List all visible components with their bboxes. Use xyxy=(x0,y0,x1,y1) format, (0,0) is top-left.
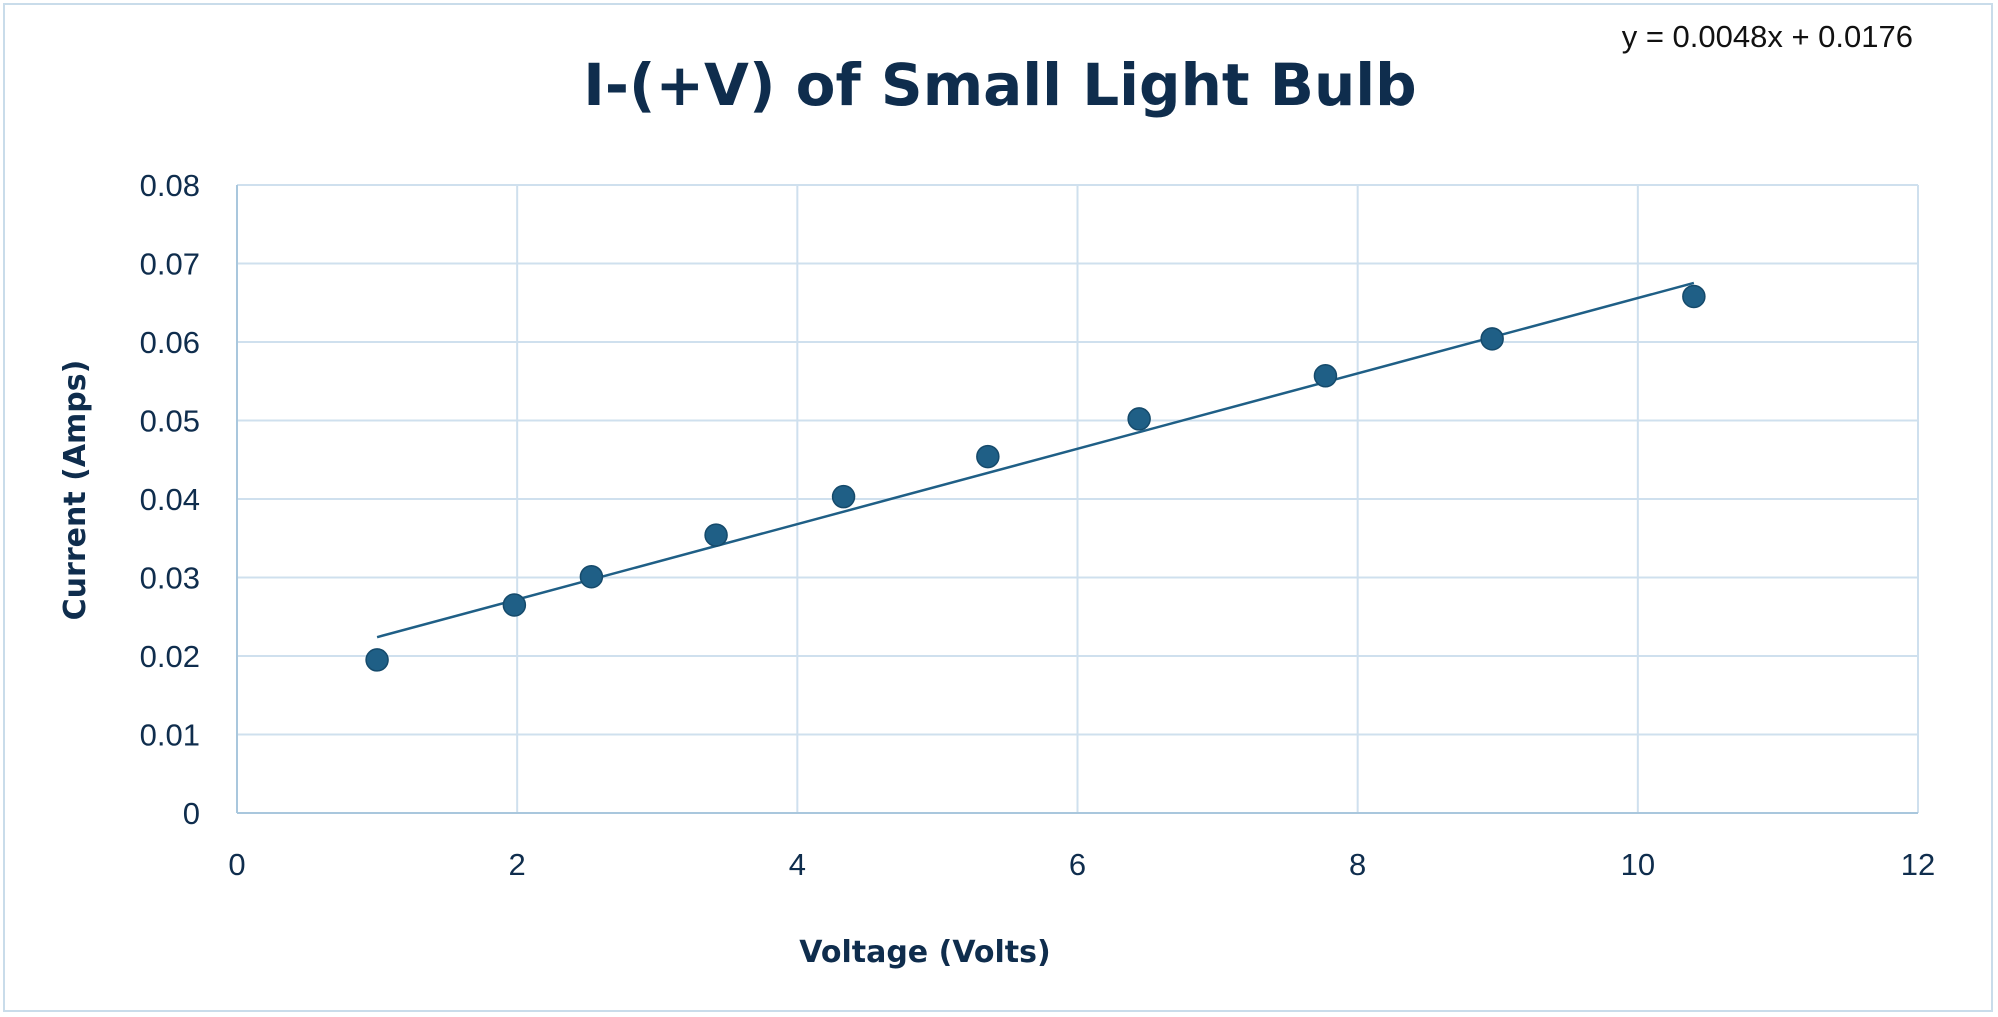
data-point xyxy=(1127,407,1151,431)
x-tick-label: 2 xyxy=(509,847,526,882)
x-tick-labels: 0 2 4 6 8 10 12 xyxy=(228,847,1935,882)
x-tick-label: 8 xyxy=(1349,847,1366,882)
data-point xyxy=(502,593,527,617)
y-tick-label: 0 xyxy=(183,796,200,831)
x-axis-label: Voltage (Volts) xyxy=(799,935,1050,970)
x-tick-label: 10 xyxy=(1621,847,1655,882)
y-tick-label: 0.08 xyxy=(140,168,200,203)
x-tick-label: 6 xyxy=(1069,847,1086,882)
data-point xyxy=(976,444,1000,469)
data-point xyxy=(704,523,728,547)
grid-lines xyxy=(237,184,1919,813)
data-point xyxy=(579,564,604,589)
y-tick-label: 0.03 xyxy=(140,561,200,596)
trendline-equation: y = 0.0048x + 0.0176 xyxy=(1622,19,1913,54)
axes xyxy=(236,185,1918,814)
x-tick-label: 4 xyxy=(789,847,806,882)
data-point xyxy=(831,484,856,509)
data-points xyxy=(365,284,1706,672)
data-point xyxy=(365,648,389,672)
data-point xyxy=(1480,327,1504,351)
data-point xyxy=(1313,364,1338,388)
y-tick-label: 0.06 xyxy=(140,325,200,360)
y-tick-label: 0.02 xyxy=(140,639,200,674)
data-point xyxy=(1682,284,1706,309)
chart-title: I-(+V) of Small Light Bulb xyxy=(583,51,1416,119)
y-tick-label: 0.04 xyxy=(140,482,200,517)
y-tick-label: 0.01 xyxy=(140,718,200,753)
y-axis-label: Current (Amps) xyxy=(58,360,93,621)
x-tick-label: 12 xyxy=(1901,847,1935,882)
y-tick-label: 0.05 xyxy=(140,404,200,439)
x-tick-label: 0 xyxy=(228,847,245,882)
y-tick-labels: 0 0.01 0.02 0.03 0.04 0.05 0.06 0.07 0.08 xyxy=(140,168,200,831)
y-tick-label: 0.07 xyxy=(140,247,200,282)
chart-frame xyxy=(3,3,1993,1012)
